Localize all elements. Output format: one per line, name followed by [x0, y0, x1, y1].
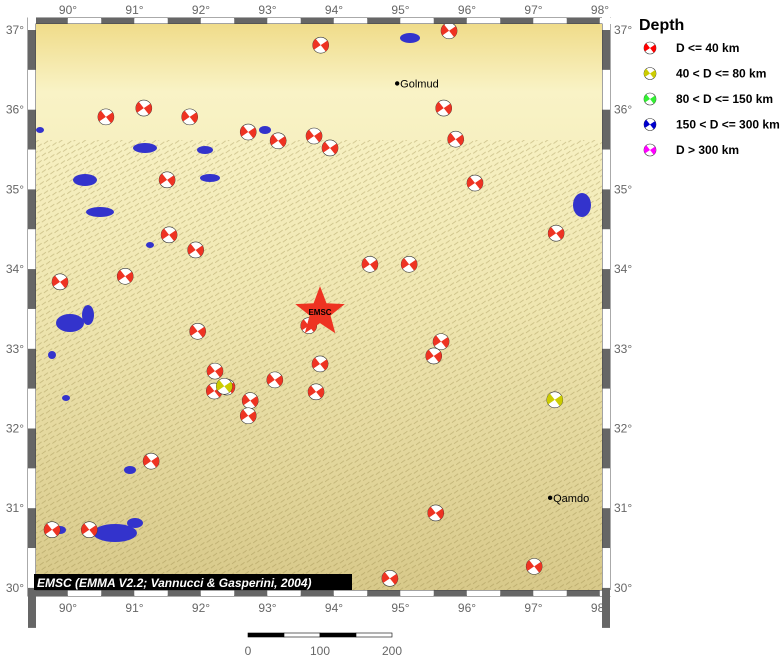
lat-tick-left: 34°	[6, 262, 24, 276]
lat-tick-right: 32°	[614, 422, 632, 436]
focal-mechanism	[321, 139, 339, 157]
focal-mechanism	[381, 570, 399, 587]
focal-mechanism	[239, 407, 257, 425]
lon-tick-top: 97°	[524, 3, 542, 17]
focal-mechanism	[547, 224, 565, 242]
scale-label: 200	[382, 644, 402, 655]
legend-ball-icon	[643, 41, 657, 55]
focal-mechanism	[206, 362, 224, 380]
focal-mechanism	[189, 322, 206, 340]
map-area[interactable]	[36, 23, 602, 590]
focal-mechanism	[215, 377, 233, 395]
focal-mechanism	[181, 108, 198, 126]
focal-mechanism	[160, 226, 178, 244]
lat-tick-left: 33°	[6, 342, 24, 356]
focal-mechanism	[307, 383, 325, 401]
focal-mechanism	[425, 347, 443, 365]
lat-tick-right: 36°	[614, 103, 632, 117]
legend-item-label: 150 < D <= 300 km	[676, 118, 780, 132]
focal-mechanism	[432, 333, 450, 350]
scale-bar: 0 100 200	[245, 632, 402, 655]
lon-tick-top: 92°	[192, 3, 210, 17]
city-label: Qamdo	[553, 493, 589, 505]
focal-mechanism	[142, 452, 160, 470]
lon-tick-bottom: 93°	[258, 601, 276, 615]
legend-item-label: D > 300 km	[676, 143, 739, 157]
legend-item-label: 40 < D <= 80 km	[676, 67, 766, 81]
scale-label: 0	[245, 644, 252, 655]
lat-tick-right: 34°	[614, 262, 632, 276]
lat-tick-right: 30°	[614, 581, 632, 595]
legend-item-label: D <= 40 km	[676, 41, 739, 55]
focal-mechanism	[427, 504, 445, 522]
city-marker	[394, 81, 400, 86]
lat-tick-left: 35°	[6, 182, 24, 196]
lon-tick-bottom: 98°	[591, 601, 609, 615]
lat-tick-right: 33°	[614, 342, 632, 356]
lon-tick-bottom: 95°	[391, 601, 409, 615]
city-marker	[547, 495, 553, 501]
credit-box	[34, 574, 352, 590]
lon-tick-bottom: 92°	[192, 601, 210, 615]
lon-tick-top: 93°	[258, 3, 276, 17]
legend-ball-icon	[643, 92, 657, 106]
focal-mechanism	[400, 256, 418, 273]
focal-mechanism	[187, 241, 204, 259]
lon-tick-bottom: 90°	[59, 601, 77, 615]
lon-tick-bottom: 97°	[524, 601, 542, 615]
lon-tick-top: 96°	[458, 3, 476, 17]
lon-tick-top: 98°	[591, 3, 609, 17]
focal-mechanism	[466, 174, 484, 192]
focal-mechanism	[135, 99, 153, 117]
city-label: Golmud	[400, 78, 439, 90]
focal-mechanism	[266, 371, 284, 389]
lon-tick-bottom: 91°	[125, 601, 143, 615]
focal-mechanism	[97, 108, 115, 126]
focal-mechanism	[158, 171, 176, 189]
lon-tick-top: 94°	[325, 3, 343, 17]
scale-label: 100	[310, 644, 330, 655]
focal-mechanism	[239, 123, 257, 141]
lat-tick-left: 36°	[6, 103, 24, 117]
credit-text: EMSC (EMMA V2.2; Vannucci & Gasperini, 2…	[37, 576, 312, 590]
legend-ball-icon	[643, 118, 657, 131]
focal-mechanism	[80, 521, 98, 539]
lon-tick-bottom: 94°	[325, 601, 343, 615]
epicenter-star-icon[interactable]	[295, 286, 345, 334]
focal-mechanism	[116, 267, 134, 285]
lon-tick-top: 95°	[391, 3, 409, 17]
focal-mechanism	[546, 391, 564, 409]
lat-tick-left: 32°	[6, 422, 24, 436]
lat-tick-left: 30°	[6, 581, 24, 595]
legend-item-label: 80 < D <= 150 km	[676, 92, 773, 106]
legend-ball-icon	[643, 67, 657, 80]
focal-mechanism	[51, 273, 69, 291]
focal-mechanism	[43, 521, 61, 539]
lon-tick-top: 90°	[59, 3, 77, 17]
focal-mechanism	[525, 558, 543, 575]
focal-mechanism	[440, 24, 458, 40]
lat-tick-right: 37°	[614, 23, 632, 37]
lon-tick-top: 91°	[125, 3, 143, 17]
focal-mechanism	[241, 392, 259, 409]
focal-mechanism	[312, 36, 330, 54]
focal-mechanism	[361, 256, 379, 273]
depth-legend: Depth D <= 40 km 40 < D <= 80 km 80 < D <= …	[639, 17, 780, 157]
lat-tick-left: 31°	[6, 501, 24, 515]
focal-mechanism	[305, 127, 323, 145]
lat-tick-right: 35°	[614, 182, 632, 196]
lon-tick-bottom: 96°	[458, 601, 476, 615]
focal-mechanism	[269, 132, 287, 150]
lat-tick-left: 37°	[6, 23, 24, 37]
focal-mechanisms	[43, 24, 565, 587]
lakes	[36, 33, 591, 542]
focal-mechanism	[311, 355, 329, 373]
legend-title: Depth	[639, 17, 684, 34]
focal-mechanism	[447, 130, 464, 148]
focal-mechanism	[435, 99, 453, 117]
lat-tick-right: 31°	[614, 501, 632, 515]
legend-ball-icon	[643, 143, 657, 157]
epicenter-label: EMSC	[308, 308, 331, 317]
